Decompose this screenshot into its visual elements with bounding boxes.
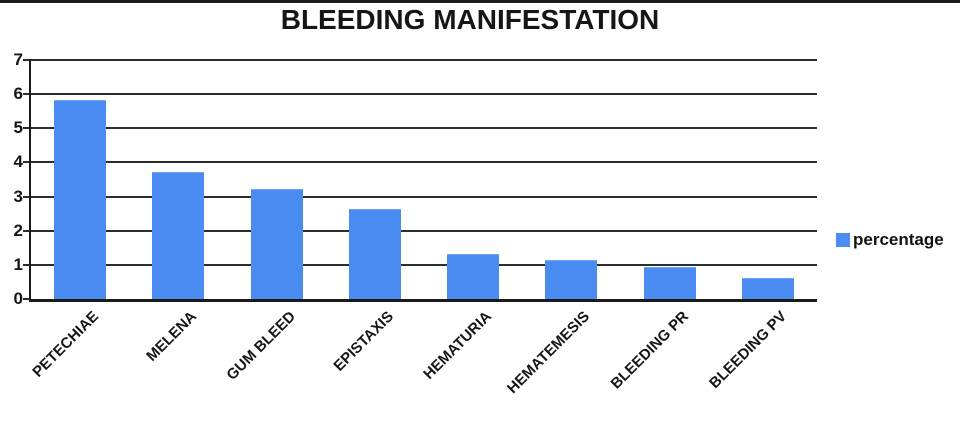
- y-tick-label: 3: [13, 186, 23, 206]
- x-category-label: BLEEDING PV: [705, 308, 790, 392]
- y-tick-label: 6: [13, 84, 23, 104]
- y-tick-label: 4: [13, 152, 23, 172]
- legend: percentage: [836, 230, 944, 250]
- legend-marker-percentage: [836, 233, 850, 247]
- y-axis-tick: [23, 161, 29, 164]
- y-axis-tick: [23, 298, 29, 300]
- gridline: [31, 127, 817, 130]
- x-category-label: BLEEDING PR: [607, 308, 692, 393]
- x-category-label: HEMATEMESIS: [504, 308, 594, 398]
- bar-bleeding-pv: [741, 277, 794, 299]
- chart-title: BLEEDING MANIFESTATION: [280, 4, 660, 35]
- legend-label: percentage: [853, 230, 944, 249]
- gridline: [31, 263, 817, 266]
- y-tick-label: 1: [13, 254, 23, 274]
- bar-hematuria: [447, 253, 500, 299]
- y-axis-tick: [23, 59, 29, 61]
- bar-epistaxis: [348, 209, 401, 299]
- y-tick-label: 5: [13, 118, 23, 138]
- x-category-label: MELENA: [143, 308, 201, 365]
- plot-area: [23, 59, 817, 302]
- y-axis-tick: [23, 229, 29, 232]
- gridline: [31, 195, 817, 198]
- y-tick-label: 2: [13, 220, 23, 240]
- gridline: [31, 93, 817, 96]
- x-axis-line: [29, 299, 817, 302]
- x-category-label: EPISTAXIS: [330, 308, 397, 375]
- x-category-label: PETECHIAE: [29, 308, 103, 381]
- bar-melena: [152, 171, 205, 299]
- bar-petechiae: [54, 99, 107, 299]
- bar-gum-bleed: [250, 188, 303, 299]
- y-axis-tick: [23, 127, 29, 130]
- y-axis-tick: [23, 195, 29, 198]
- gridline: [31, 161, 817, 164]
- x-category-label: HEMATURIA: [420, 308, 496, 383]
- gridline: [31, 59, 817, 61]
- bar-bleeding-pr: [643, 267, 696, 299]
- y-tick-label: 0: [13, 289, 23, 308]
- gridline: [31, 229, 817, 232]
- bar-hematemesis: [545, 260, 598, 299]
- top-border-line: [0, 0, 960, 3]
- y-axis-tick: [23, 93, 29, 96]
- y-axis-line: [29, 59, 31, 302]
- y-axis-tick: [23, 263, 29, 266]
- x-category-label: GUM BLEED: [222, 308, 299, 384]
- y-tick-label: 7: [13, 50, 23, 69]
